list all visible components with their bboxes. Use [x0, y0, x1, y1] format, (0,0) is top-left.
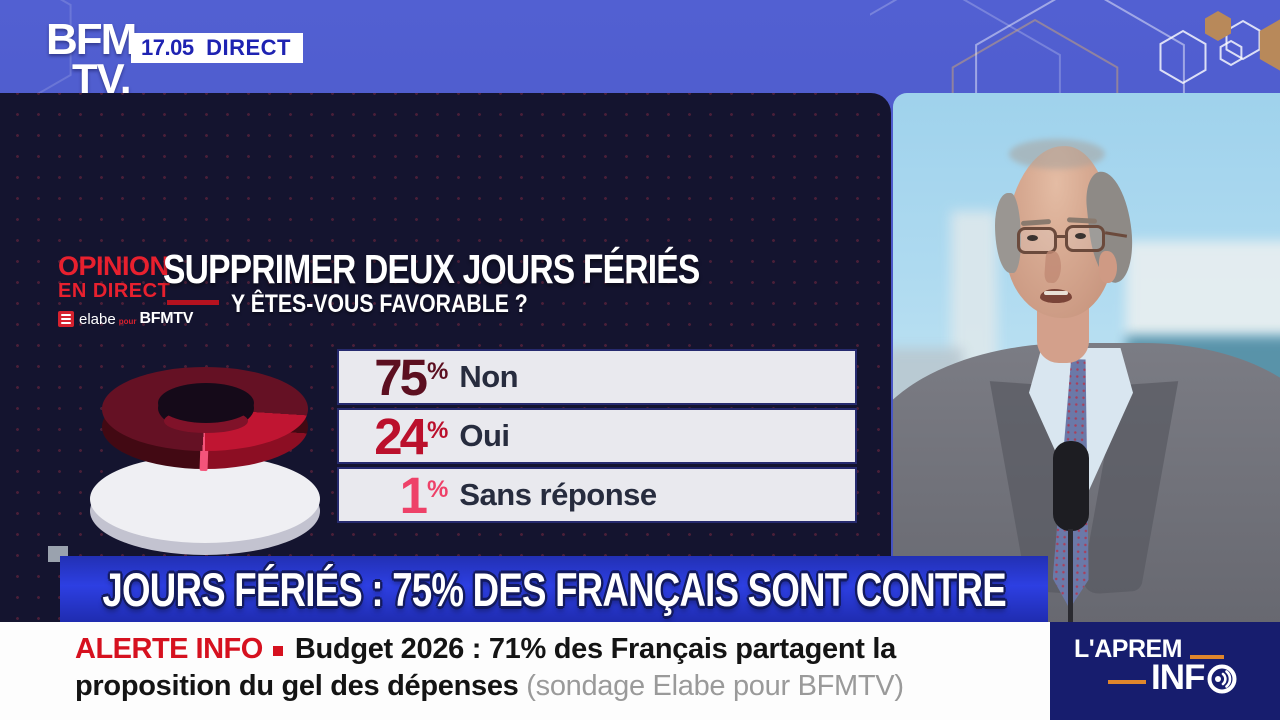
- opinion-logo-line1: OPINION: [58, 251, 169, 281]
- presenter-teeth: [1044, 291, 1068, 295]
- result-unit: %: [427, 417, 449, 444]
- alert-headline: Budget 2026 : 71% des Français partagent…: [75, 633, 896, 702]
- program-badge: L'APREM INF: [1050, 622, 1280, 720]
- channel-logo-bottom: TV.: [72, 55, 131, 103]
- donut-chart: [88, 345, 322, 557]
- alert-bullet-icon: [272, 646, 283, 656]
- microphone-icon: [1053, 441, 1089, 531]
- clock-time: 17.05: [141, 35, 194, 60]
- background-building: [951, 211, 997, 371]
- alert-source-note: (sondage Elabe pour BFMTV): [526, 670, 904, 702]
- glasses-lens: [1065, 225, 1105, 252]
- poll-results-list: 75 % Non 24 % Oui 1 % Sans réponse: [337, 349, 857, 526]
- result-value: 75: [374, 348, 428, 406]
- headline-banner-text: JOURS FÉRIÉS : 75% DES FRANÇAIS SONT CON…: [102, 562, 1006, 616]
- elabe-icon: [58, 311, 74, 327]
- microphone-stand: [1068, 529, 1073, 624]
- source-pour: pour: [118, 316, 137, 326]
- program-badge-line2: INF: [1108, 660, 1238, 695]
- opinion-logo-line2: EN DIRECT: [58, 280, 171, 302]
- donut-hole-cap: [158, 383, 254, 423]
- presenter-hair: [1009, 139, 1105, 169]
- hexagon-decoration: [870, 0, 1280, 100]
- presenter-ear: [1099, 251, 1117, 283]
- headline-banner: JOURS FÉRIÉS : 75% DES FRANÇAIS SONT CON…: [60, 556, 1048, 622]
- channel-logo: BFM TV.: [46, 15, 137, 103]
- result-label: Non: [459, 359, 519, 394]
- orange-dash-decoration: [1108, 679, 1146, 684]
- opinion-en-direct-logo: OPINION EN DIRECT elabe pour BFMTV: [58, 253, 193, 328]
- result-value: 24: [374, 407, 428, 465]
- poll-question-subtitle: Y ÊTES-VOUS FAVORABLE ?: [231, 290, 528, 318]
- glasses-bridge: [1055, 235, 1067, 238]
- alert-ticker-bar: ALERTE INFO Budget 2026 : 71% des Françai…: [0, 622, 1050, 720]
- poll-result-row-oui: 24 % Oui: [337, 408, 857, 464]
- presenter-eye: [1075, 233, 1086, 239]
- program-badge-info: INF: [1151, 658, 1205, 697]
- result-value: 1: [399, 466, 428, 524]
- channel-logo-top: BFM: [46, 15, 137, 64]
- program-badge-title: L'APREM: [1074, 635, 1183, 663]
- poll-question-title: SUPPRIMER DEUX JOURS FÉRIÉS: [163, 246, 700, 292]
- background-building: [1126, 241, 1280, 336]
- result-label: Oui: [459, 418, 510, 453]
- poll-result-row-sans-reponse: 1 % Sans réponse: [337, 467, 857, 523]
- source-bfmtv: BFMTV: [139, 310, 194, 327]
- broadcast-o-icon: [1207, 664, 1237, 694]
- glasses-lens: [1017, 227, 1057, 254]
- result-label: Sans réponse: [459, 477, 657, 512]
- live-label: DIRECT: [206, 35, 291, 60]
- red-dash-decoration: [167, 300, 219, 305]
- presenter-hair: [995, 193, 1021, 273]
- source-elabe: elabe: [79, 310, 116, 328]
- poll-result-row-non: 75 % Non: [337, 349, 857, 405]
- poll-source: elabe pour BFMTV: [58, 310, 193, 328]
- result-unit: %: [427, 358, 449, 385]
- alert-text: ALERTE INFO Budget 2026 : 71% des Françai…: [75, 631, 980, 705]
- program-badge-line1: L'APREM: [1074, 635, 1224, 664]
- presenter-eye: [1027, 235, 1038, 241]
- poll-question-subtitle-row: Y ÊTES-VOUS FAVORABLE ?: [167, 290, 580, 319]
- orange-dash-decoration: [1190, 655, 1224, 659]
- poll-panel: OPINION EN DIRECT elabe pour BFMTV SUPPR…: [0, 93, 891, 622]
- alert-tag: ALERTE INFO: [75, 633, 263, 665]
- result-unit: %: [427, 476, 449, 503]
- time-live-strip: 17.05 DIRECT: [131, 33, 303, 63]
